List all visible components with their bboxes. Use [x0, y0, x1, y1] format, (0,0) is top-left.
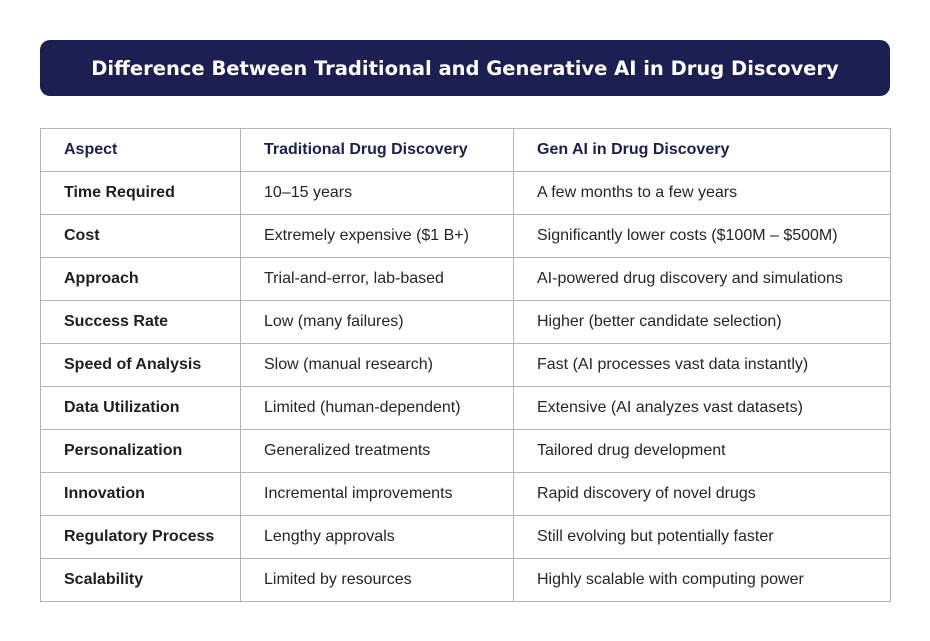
- table-row: Scalability Limited by resources Highly …: [40, 558, 891, 602]
- aspect-cell: Innovation: [40, 472, 241, 516]
- aspect-cell: Approach: [40, 257, 241, 301]
- traditional-cell: Trial-and-error, lab-based: [240, 257, 514, 301]
- traditional-cell: Incremental improvements: [240, 472, 514, 516]
- gen-ai-cell: AI-powered drug discovery and simulation…: [513, 257, 891, 301]
- aspect-cell: Regulatory Process: [40, 515, 241, 559]
- gen-ai-cell: Extensive (AI analyzes vast datasets): [513, 386, 891, 430]
- table-row: Success Rate Low (many failures) Higher …: [40, 300, 891, 344]
- table-row: Data Utilization Limited (human-dependen…: [40, 386, 891, 430]
- traditional-cell: 10–15 years: [240, 171, 514, 215]
- gen-ai-cell: Higher (better candidate selection): [513, 300, 891, 344]
- aspect-cell: Personalization: [40, 429, 241, 473]
- gen-ai-cell: Significantly lower costs ($100M – $500M…: [513, 214, 891, 258]
- gen-ai-cell: Tailored drug development: [513, 429, 891, 473]
- gen-ai-cell: Highly scalable with computing power: [513, 558, 891, 602]
- aspect-cell: Speed of Analysis: [40, 343, 241, 387]
- table-row: Innovation Incremental improvements Rapi…: [40, 472, 891, 516]
- table-header-row: Aspect Traditional Drug Discovery Gen AI…: [40, 128, 891, 172]
- aspect-cell: Scalability: [40, 558, 241, 602]
- gen-ai-cell: A few months to a few years: [513, 171, 891, 215]
- table-row: Speed of Analysis Slow (manual research)…: [40, 343, 891, 387]
- table-row: Time Required 10–15 years A few months t…: [40, 171, 891, 215]
- table-row: Regulatory Process Lengthy approvals Sti…: [40, 515, 891, 559]
- table-row: Personalization Generalized treatments T…: [40, 429, 891, 473]
- comparison-table: Aspect Traditional Drug Discovery Gen AI…: [40, 128, 891, 602]
- page-title: Difference Between Traditional and Gener…: [91, 56, 839, 80]
- aspect-cell: Success Rate: [40, 300, 241, 344]
- gen-ai-cell: Still evolving but potentially faster: [513, 515, 891, 559]
- gen-ai-cell: Fast (AI processes vast data instantly): [513, 343, 891, 387]
- traditional-cell: Limited by resources: [240, 558, 514, 602]
- aspect-cell: Time Required: [40, 171, 241, 215]
- traditional-cell: Limited (human-dependent): [240, 386, 514, 430]
- column-header-traditional: Traditional Drug Discovery: [240, 128, 514, 172]
- traditional-cell: Low (many failures): [240, 300, 514, 344]
- gen-ai-cell: Rapid discovery of novel drugs: [513, 472, 891, 516]
- title-banner: Difference Between Traditional and Gener…: [40, 40, 890, 96]
- table-row: Cost Extremely expensive ($1 B+) Signifi…: [40, 214, 891, 258]
- traditional-cell: Slow (manual research): [240, 343, 514, 387]
- table-row: Approach Trial-and-error, lab-based AI-p…: [40, 257, 891, 301]
- aspect-cell: Cost: [40, 214, 241, 258]
- column-header-gen-ai: Gen AI in Drug Discovery: [513, 128, 891, 172]
- traditional-cell: Extremely expensive ($1 B+): [240, 214, 514, 258]
- traditional-cell: Lengthy approvals: [240, 515, 514, 559]
- aspect-cell: Data Utilization: [40, 386, 241, 430]
- column-header-aspect: Aspect: [40, 128, 241, 172]
- traditional-cell: Generalized treatments: [240, 429, 514, 473]
